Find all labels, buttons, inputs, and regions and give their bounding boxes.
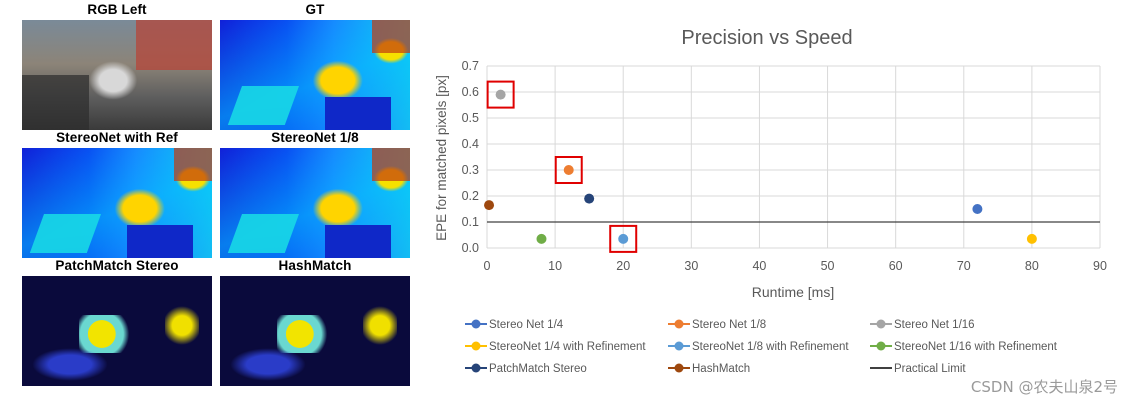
- highlight-boxes: [486, 80, 638, 253]
- stereonet-1-8-depth-image: [220, 148, 410, 258]
- image-grid: RGB Left GT StereoNet with Ref StereoNet…: [22, 0, 414, 386]
- data-point: [584, 193, 595, 204]
- y-tick-label: 0.3: [462, 163, 479, 177]
- watermark: CSDN @农夫山泉2号: [970, 378, 1118, 396]
- y-tick-label: 0.6: [462, 85, 479, 99]
- legend-marker: [471, 341, 481, 351]
- rgb-left-image: [22, 20, 212, 130]
- precision-speed-chart: Precision vs Speed 0.0 0.1 0.2 0.3 0.4 0.5 0.6…: [434, 27, 1107, 375]
- x-tick-label: 30: [684, 259, 698, 273]
- panel-label: StereoNet with Ref: [56, 130, 178, 145]
- chart-title: Precision vs Speed: [681, 27, 852, 49]
- x-tick-label: 80: [1025, 259, 1039, 273]
- patchmatch-depth-image: [22, 276, 212, 386]
- x-tick-label: 60: [889, 259, 903, 273]
- legend-marker: [674, 341, 684, 351]
- x-tick-label: 40: [752, 259, 766, 273]
- stereonet-ref-depth-image: [22, 148, 212, 258]
- highlight-box: [486, 80, 515, 109]
- panel-stereonet-with-ref: StereoNet with Ref: [22, 128, 212, 258]
- x-tick-label: 10: [548, 259, 562, 273]
- panel-label: HashMatch: [278, 258, 352, 273]
- y-tick-label: 0.5: [462, 111, 479, 125]
- panel-label: PatchMatch Stereo: [55, 258, 179, 273]
- y-tick-label: 0.7: [462, 59, 479, 73]
- x-tick-label: 20: [616, 259, 630, 273]
- legend-label: Practical Limit: [894, 363, 966, 375]
- x-axis-label: Runtime [ms]: [752, 284, 834, 300]
- legend-marker: [876, 319, 886, 329]
- panel-label: RGB Left: [87, 2, 147, 17]
- legend-marker: [471, 319, 481, 329]
- panel-label: StereoNet 1/8: [271, 130, 359, 145]
- panel-hashmatch: HashMatch: [220, 256, 410, 386]
- data-point: [972, 204, 983, 214]
- legend-marker: [876, 341, 886, 351]
- highlight-box: [609, 224, 638, 253]
- legend: Stereo Net 1/4 Stereo Net 1/8 Stereo Net 1…: [465, 319, 1058, 375]
- legend-marker: [674, 319, 684, 329]
- panel-rgb-left: RGB Left: [22, 0, 212, 130]
- data-point: [1026, 233, 1037, 244]
- hashmatch-depth-image: [220, 276, 410, 386]
- legend-label: StereoNet 1/16 with Refinement: [894, 341, 1058, 353]
- data-point: [536, 233, 547, 244]
- legend-label: StereoNet 1/4 with Refinement: [489, 341, 646, 353]
- y-tick-label: 0.4: [462, 137, 479, 151]
- panel-gt: GT: [220, 0, 410, 130]
- x-tick-label: 50: [821, 259, 835, 273]
- x-tick-label: 70: [957, 259, 971, 273]
- legend-label: Stereo Net 1/8: [692, 319, 766, 331]
- data-point: [495, 89, 506, 100]
- gt-depth-image: [220, 20, 410, 130]
- x-tick-label: 0: [484, 259, 491, 273]
- y-axis-label: EPE for matched pixels [px]: [434, 75, 449, 241]
- y-tick-label: 0.0: [462, 241, 479, 255]
- legend-label: StereoNet 1/8 with Refinement: [692, 341, 849, 353]
- legend-label: HashMatch: [692, 363, 750, 375]
- highlight-box: [554, 156, 583, 184]
- y-tick-label: 0.1: [462, 215, 479, 229]
- grid-lines: [486, 65, 1101, 249]
- data-points: [484, 89, 1037, 244]
- panel-patchmatch-stereo: PatchMatch Stereo: [22, 256, 212, 386]
- legend-label: PatchMatch Stereo: [489, 363, 587, 375]
- y-tick-label: 0.2: [462, 189, 479, 203]
- legend-marker: [674, 363, 684, 373]
- panel-label: GT: [305, 2, 325, 17]
- panel-stereonet-1-8: StereoNet 1/8: [220, 128, 410, 258]
- data-point: [484, 200, 495, 211]
- legend-label: Stereo Net 1/16: [894, 319, 975, 331]
- x-tick-label: 90: [1093, 259, 1107, 273]
- legend-label: Stereo Net 1/4: [489, 319, 564, 331]
- data-point: [563, 165, 574, 175]
- legend-marker: [471, 363, 481, 373]
- axes: 0.0 0.1 0.2 0.3 0.4 0.5 0.6 0.7 0 10 20 30 40 50 60 70 8…: [462, 59, 1107, 273]
- data-point: [618, 233, 629, 244]
